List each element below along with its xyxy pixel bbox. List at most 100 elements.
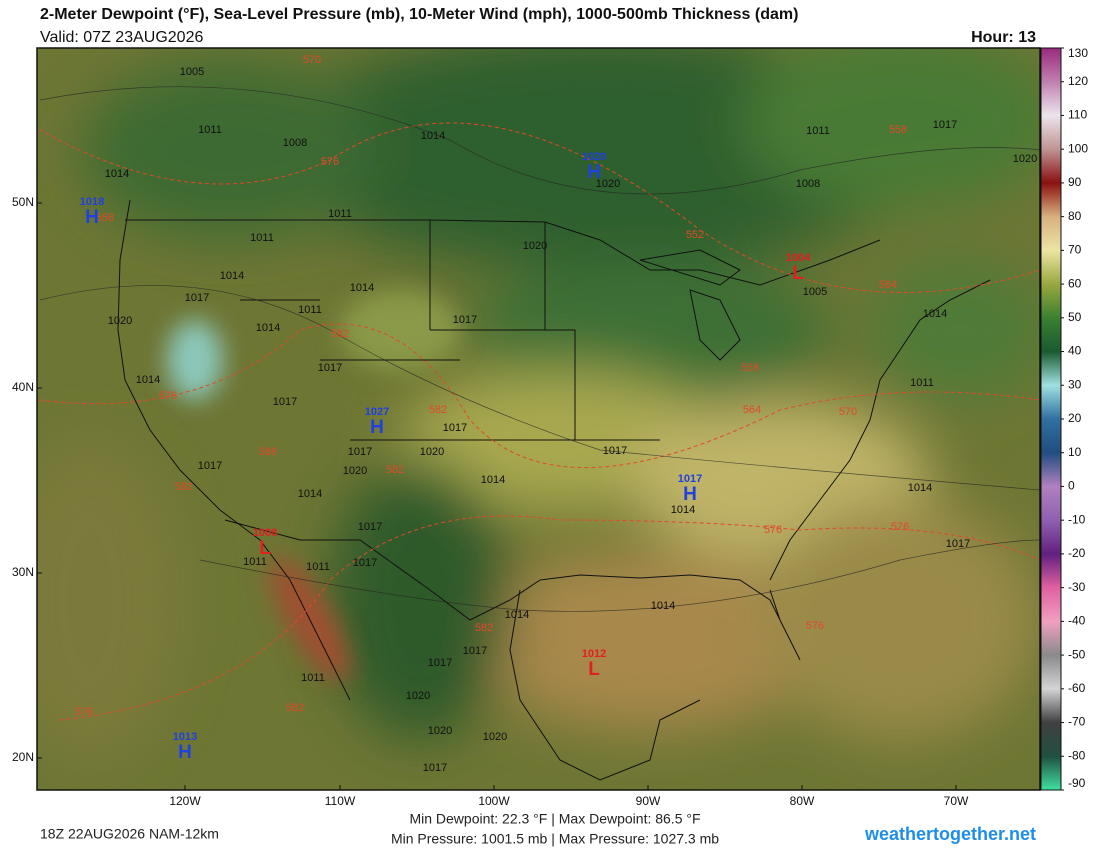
isobar-label: 1005 (803, 286, 827, 298)
thickness-label: 558 (741, 362, 759, 374)
colorbar-tick-label: 0 (1068, 479, 1075, 493)
isobar-label: 1017 (348, 446, 372, 458)
high-pressure-value: 1027 (365, 406, 389, 418)
isobar-label: 1011 (198, 124, 222, 136)
thickness-label: 570 (303, 54, 321, 66)
isobar-label: 1017 (603, 445, 627, 457)
high-pressure-letter: H (178, 742, 192, 763)
title: 2-Meter Dewpoint (°F), Sea-Level Pressur… (40, 6, 798, 23)
low-pressure-letter: L (792, 263, 804, 284)
lat-label: 50N (12, 195, 34, 209)
isobar-label: 1014 (136, 374, 160, 386)
isobar-label: 1011 (250, 232, 274, 244)
isobar-label: 1014 (651, 600, 675, 612)
isobar-label: 1017 (318, 362, 342, 374)
thickness-label: 576 (75, 706, 93, 718)
colorbar-tick-label: 20 (1068, 411, 1082, 425)
isobar-label: 1020 (523, 240, 547, 252)
low-pressure-value: 1004 (786, 252, 811, 264)
isobars (39, 86, 1040, 612)
forecast-hour: Hour: 13 (971, 29, 1036, 46)
borders (117, 199, 991, 781)
isobar-label: 1014 (220, 270, 244, 282)
isobar-label: 1020 (483, 731, 507, 743)
colorbar-tick-label: -10 (1068, 512, 1086, 526)
colorbar-tick-label: 50 (1068, 310, 1082, 324)
colorbar-tick-label: 130 (1068, 46, 1088, 60)
isobar-label: 1014 (421, 130, 445, 142)
thickness-label: 582 (331, 328, 349, 340)
isobar-label: 1020 (596, 178, 620, 190)
isobar-label: 1017 (443, 422, 467, 434)
thickness-label: 582 (286, 702, 304, 714)
colorbar-tick-label: 60 (1068, 276, 1082, 290)
thickness-label: 582 (386, 464, 404, 476)
low-pressure-letter: L (588, 659, 600, 680)
map-frame (36, 47, 1041, 791)
lon-label: 90W (636, 794, 661, 808)
isobar-label: 1020 (343, 465, 367, 477)
valid-time: Valid: 07Z 23AUG2026 (40, 29, 203, 46)
thickness-label: 576 (159, 390, 177, 402)
colorbar-tick-label: 110 (1068, 108, 1087, 122)
dewpoint-range: Min Dewpoint: 22.3 °F | Max Dewpoint: 86… (409, 811, 700, 827)
lon-label: 100W (478, 794, 510, 808)
thickness-label: 576 (891, 521, 909, 533)
isobar-label: 1011 (806, 125, 830, 137)
colorbar-tick-label: -60 (1068, 681, 1086, 695)
high-pressure-letter: H (587, 162, 601, 183)
thickness-label: 576 (321, 156, 339, 168)
colorbar-tick-label: 70 (1068, 243, 1082, 257)
lat-label: 30N (12, 565, 34, 579)
thickness-label: 576 (764, 524, 782, 536)
isobar-label: 1011 (243, 556, 267, 568)
isobar-label: 1014 (256, 322, 280, 334)
isobar-label: 1008 (796, 178, 820, 190)
high-pressure-letter: H (370, 417, 384, 438)
isobar-label: 1014 (350, 282, 374, 294)
isobar-label: 1017 (428, 657, 452, 669)
colorbar-tick-label: -40 (1068, 614, 1086, 628)
isobar-label: 1017 (358, 521, 382, 533)
lon-label: 120W (169, 794, 201, 808)
high-pressure-letter: H (683, 484, 697, 505)
isobar-label: 1011 (301, 672, 325, 684)
thickness-label: 564 (879, 279, 897, 291)
colorbar-tick-label: 90 (1068, 175, 1082, 189)
isobar-label: 1014 (908, 482, 932, 494)
isobar-label: 1017 (423, 762, 447, 774)
thickness-label: 558 (889, 124, 907, 136)
lat-label: 20N (12, 750, 34, 764)
isobar-label: 1017 (946, 538, 970, 550)
high-pressure-letter: H (85, 207, 99, 228)
isobar-label: 1005 (180, 66, 204, 78)
isobar-label: 1017 (463, 645, 487, 657)
low-pressure-value: 1012 (582, 648, 606, 660)
colorbar (1040, 47, 1062, 791)
thickness-label: 570 (839, 406, 857, 418)
high-pressure-value: 1018 (80, 196, 104, 208)
isobar-label: 1017 (198, 460, 222, 472)
isobar-label: 1011 (298, 304, 322, 316)
isobar-label: 1020 (420, 446, 444, 458)
colorbar-tick-label: 30 (1068, 377, 1082, 391)
thickness-label: 564 (743, 404, 761, 416)
low-pressure-value: 1008 (253, 527, 277, 539)
isobar-label: 1011 (306, 561, 330, 573)
thickness-label: 582 (475, 622, 493, 634)
colorbar-tick-label: -70 (1068, 715, 1086, 729)
isobar-label: 1017 (353, 557, 377, 569)
colorbar-tick-label: 10 (1068, 445, 1082, 459)
thickness-label: 588 (259, 446, 277, 458)
thickness-label: 582 (429, 404, 447, 416)
thickness-label: 576 (806, 620, 824, 632)
thickness-label: 552 (686, 229, 704, 241)
colorbar-tick-label: 40 (1068, 344, 1082, 358)
colorbar-tick-label: 80 (1068, 209, 1082, 223)
pressure-range: Min Pressure: 1001.5 mb | Max Pressure: … (391, 831, 719, 847)
isobar-label: 1014 (923, 308, 947, 320)
isobar-label: 1014 (481, 474, 505, 486)
colorbar-tick-label: -30 (1068, 580, 1086, 594)
isobar-label: 1011 (910, 377, 934, 389)
